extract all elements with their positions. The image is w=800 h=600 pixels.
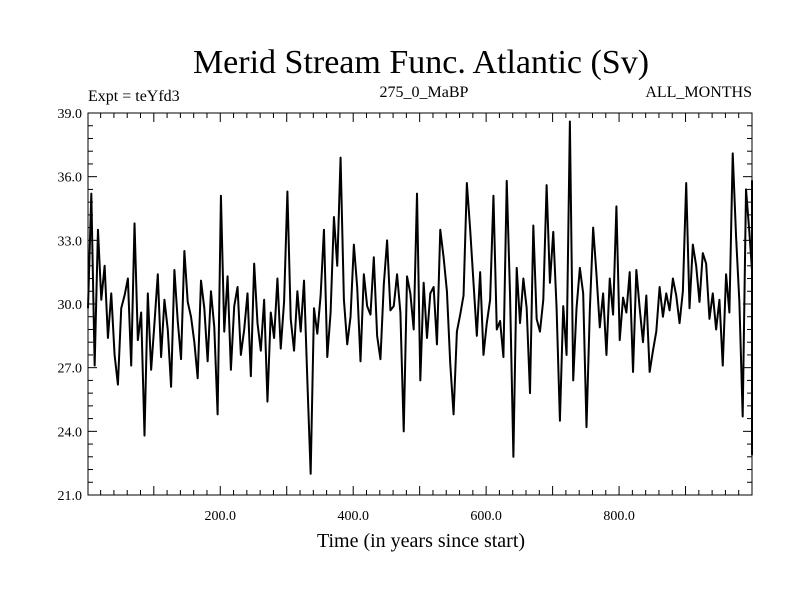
x-axis-label: Time (in years since start) [317, 530, 525, 552]
x-tick-label: 400.0 [337, 509, 369, 524]
subtitle-right: ALL_MONTHS [645, 84, 752, 101]
y-tick-label: 24.0 [58, 425, 83, 440]
axis-tick-labels: 200.0 400.0 600.0 800.0 21.0 24.0 27.0 30.0 33.0… [58, 107, 635, 524]
chart-title: Merid Stream Func. Atlantic (Sv) [193, 44, 649, 81]
y-tick-label: 21.0 [58, 489, 83, 504]
x-tick-label: 600.0 [470, 509, 502, 524]
y-tick-label: 27.0 [58, 362, 83, 377]
y-tick-label: 36.0 [58, 171, 83, 186]
subtitle-left: Expt = teYfd3 [88, 88, 180, 105]
y-tick-label: 39.0 [58, 107, 83, 122]
y-tick-label: 30.0 [58, 298, 83, 313]
series-line [87, 120, 753, 475]
y-tick-label: 33.0 [58, 234, 83, 249]
x-tick-label: 800.0 [603, 509, 635, 524]
subtitle-center: 275_0_MaBP [380, 84, 469, 101]
x-tick-label: 200.0 [205, 509, 237, 524]
